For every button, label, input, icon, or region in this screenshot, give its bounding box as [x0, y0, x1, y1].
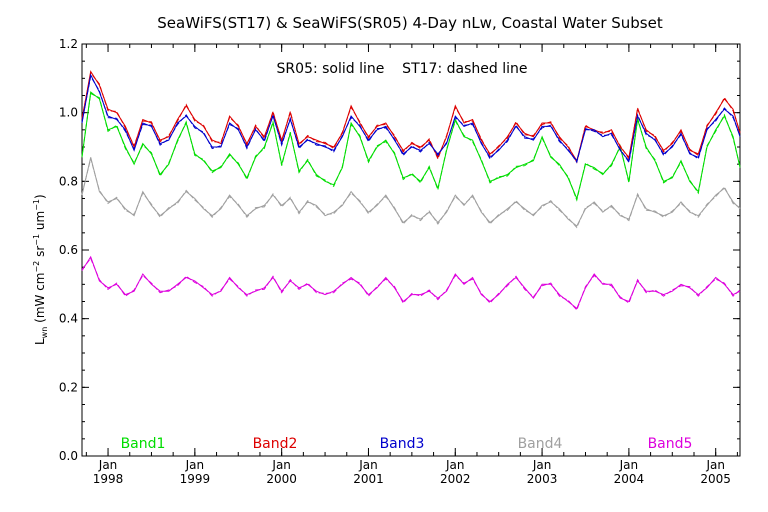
y-tick-label: 0.2 — [59, 380, 78, 394]
y-axis-label-units-end: um — [33, 211, 47, 230]
x-tick-year: 1999 — [180, 472, 211, 486]
x-tick-year: 1998 — [93, 472, 124, 486]
y-tick-label: 1.0 — [59, 106, 78, 120]
legend: Band1 Band2 Band3 Band4 Band5 — [121, 436, 693, 452]
series-band2-solid-line — [81, 70, 741, 162]
y-axis-label-sup3: −1 — [32, 199, 41, 211]
x-tick-year: 2004 — [614, 472, 645, 486]
x-tick-month: Jan — [619, 458, 639, 472]
x-tick-month: Jan — [705, 458, 725, 472]
y-axis-label-units-tail: sr — [33, 246, 47, 257]
series-band1-solid-line — [81, 91, 741, 201]
legend-item-band2: Band2 — [253, 436, 298, 452]
x-tick-year: 2001 — [353, 472, 384, 486]
x-tick-month: Jan — [98, 458, 118, 472]
x-tick-year: 2003 — [527, 472, 558, 486]
y-tick-label: 0.4 — [59, 312, 78, 326]
legend-item-band4: Band4 — [518, 436, 563, 452]
x-tick-month: Jan — [445, 458, 465, 472]
line-style-annotation: SR05: solid line ST17: dashed line — [277, 61, 528, 77]
y-tick-label: 0.8 — [59, 174, 78, 188]
series-layer — [81, 70, 741, 311]
series-band3-solid-line — [81, 73, 741, 162]
x-tick-year: 2002 — [440, 472, 471, 486]
y-tick-label: 0.0 — [59, 449, 78, 463]
y-axis-label-units: (mW cm — [33, 273, 47, 323]
y-axis-label-sup2: −1 — [32, 234, 41, 246]
x-tick-year: 2000 — [266, 472, 297, 486]
series-band5-dashed-line — [81, 257, 741, 311]
x-tick-month: Jan — [358, 458, 378, 472]
y-tick-label: 0.6 — [59, 243, 78, 257]
legend-item-band3: Band3 — [380, 436, 425, 452]
legend-item-band1: Band1 — [121, 436, 166, 452]
series-band4-solid-line — [81, 157, 741, 227]
x-tick-month: Jan — [185, 458, 205, 472]
y-axis-label-main: L — [33, 338, 47, 345]
x-tick-year: 2005 — [700, 472, 731, 486]
legend-item-band5: Band5 — [648, 436, 693, 452]
chart-title: SeaWiFS(ST17) & SeaWiFS(SR05) 4-Day nLw,… — [157, 14, 663, 32]
y-axis-label: Lwn (mW cm−2 sr−1 um−1) — [32, 194, 49, 345]
x-tick-month: Jan — [271, 458, 291, 472]
y-axis-label-subscript: wn — [40, 327, 49, 339]
x-axis: Jan1998Jan1999Jan2000Jan2001Jan2002Jan20… — [85, 44, 738, 486]
y-tick-label: 1.2 — [59, 37, 78, 51]
y-axis: 0.0 0.2 0.4 0.6 0.8 1.0 1.2 — [59, 37, 740, 463]
series-band4-dashed-line — [81, 156, 741, 229]
plot-frame — [81, 43, 741, 457]
series-band5-solid-line — [81, 255, 741, 310]
y-axis-label-sup1: −2 — [32, 261, 41, 273]
x-tick-month: Jan — [532, 458, 552, 472]
